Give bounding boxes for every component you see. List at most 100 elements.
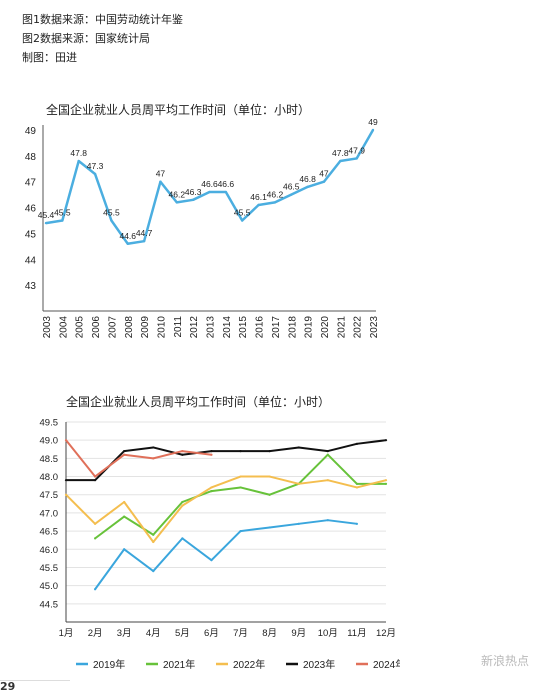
source-note-2: 图2数据来源：国家统计局 xyxy=(22,32,150,45)
chart2-point-3-7 xyxy=(268,449,271,453)
chart2-point-2-3 xyxy=(152,540,155,544)
chart1-data-label-2: 47.8 xyxy=(70,148,87,158)
chart2-x-tick-3: 4月 xyxy=(146,628,161,639)
chart1-x-tick-15: 2018 xyxy=(287,316,298,339)
chart2-point-2-4 xyxy=(181,504,184,507)
chart1-data-label-10: 46.6 xyxy=(201,179,218,189)
chart1-x-tick-20: 2023 xyxy=(369,316,380,339)
chart2-point-2-10 xyxy=(355,486,359,489)
chart2-point-1-2 xyxy=(123,515,126,518)
chart2-point-1-7 xyxy=(268,493,271,496)
chart2-point-1-4 xyxy=(181,500,184,504)
chart2-point-3-2 xyxy=(123,449,126,453)
chart1-data-label-5: 44.6 xyxy=(119,231,136,241)
chart2-point-1-11 xyxy=(384,482,388,485)
chart1-x-tick-8: 2011 xyxy=(173,316,184,338)
chart2-y-tick-7: 46.0 xyxy=(40,545,59,556)
watermark-text: 新浪热点 xyxy=(480,654,529,668)
chart1-x-tick-16: 2019 xyxy=(304,316,315,339)
chart1-data-label-8: 46.2 xyxy=(169,189,186,199)
chart1-data-label-18: 47.8 xyxy=(332,148,349,158)
chart1-point-17 xyxy=(322,180,326,183)
chart2-point-3-10 xyxy=(355,442,359,445)
chart1-data-label-7: 47 xyxy=(156,169,166,179)
source-notes: 图1数据来源：中国劳动统计年鉴 图2数据来源：国家统计局 制图：田进 xyxy=(22,10,183,67)
chart2-x-tick-9: 10月 xyxy=(318,628,338,639)
chart1-data-label-3: 47.3 xyxy=(87,161,104,171)
chart2-legend-label-0: 2019年 xyxy=(93,658,125,671)
chart1-data-label-16: 46.8 xyxy=(299,174,316,184)
chart1-x-tick-19: 2022 xyxy=(353,316,364,339)
chart2-y-tick-3: 48.0 xyxy=(40,472,59,483)
chart1-point-14 xyxy=(273,201,277,204)
chart2-point-2-9 xyxy=(326,479,329,482)
chart2-x-tick-4: 5月 xyxy=(175,628,190,639)
chart2-point-2-11 xyxy=(384,479,388,482)
chart1-x-tick-2: 2005 xyxy=(75,316,86,339)
chart2-series-line-2022年 xyxy=(65,475,387,543)
chart1-x-tick-3: 2006 xyxy=(91,316,102,339)
chart2-series-line-2023年 xyxy=(66,439,387,482)
chart2-title: 全国企业就业人员周平均工作时间（单位：小时） xyxy=(66,394,330,409)
chart2-point-1-5 xyxy=(210,489,213,493)
chart2-series-line-2019年 xyxy=(94,519,358,590)
chart1-x-tick-9: 2012 xyxy=(189,316,200,339)
chart1-data-label-4: 45.5 xyxy=(103,208,120,218)
chart1-data-label-0: 45.4 xyxy=(38,210,55,220)
chart2-point-3-9 xyxy=(326,449,329,453)
chart1-point-3 xyxy=(93,172,97,176)
chart1-data-label-1: 45.5 xyxy=(54,208,71,218)
chart1-point-11 xyxy=(224,190,228,194)
chart2-x-tick-2: 3月 xyxy=(117,628,132,639)
chart1-point-6 xyxy=(142,239,146,243)
chart2-point-2-0 xyxy=(64,493,68,496)
chart2-x-tick-8: 9月 xyxy=(291,628,306,639)
chart1-point-9 xyxy=(191,198,195,202)
chart2-legend-label-2: 2022年 xyxy=(233,658,265,671)
chart2-point-0-4 xyxy=(181,537,184,540)
chart2-point-2-7 xyxy=(268,475,271,478)
chart1-point-1 xyxy=(61,219,64,222)
chart2-point-3-4 xyxy=(181,453,184,456)
chart2-point-1-10 xyxy=(355,482,359,485)
chart1-point-7 xyxy=(159,180,162,183)
annual-hours-chart: 全国企业就业人员周平均工作时间（单位：小时） 49 48 47 46 45 44 43 20… xyxy=(25,102,380,339)
chart1-point-19 xyxy=(355,157,358,160)
chart1-data-label-13: 46.1 xyxy=(250,192,267,202)
chart1-data-label-17: 47 xyxy=(319,169,329,179)
chart2-point-3-8 xyxy=(297,446,300,449)
chart1-y-tick-1: 48 xyxy=(25,152,37,163)
chart2-series-line-2021年 xyxy=(94,453,386,540)
chart1-y-tick-6: 43 xyxy=(25,281,37,292)
chart2-point-1-1 xyxy=(93,537,97,540)
chart2-legend-label-3: 2023年 xyxy=(303,658,335,671)
chart2-point-0-8 xyxy=(297,522,300,525)
chart2-x-tick-1: 2月 xyxy=(88,628,103,639)
chart2-y-tick-8: 45.5 xyxy=(40,563,59,574)
chart1-point-5 xyxy=(126,242,129,245)
chart1-point-4 xyxy=(110,219,113,222)
chart1-x-tick-18: 2021 xyxy=(336,316,347,339)
chart2-legend-label-4: 2024年 xyxy=(373,658,400,671)
chart1-data-label-12: 45.5 xyxy=(234,208,251,218)
chart1-x-tick-10: 2013 xyxy=(206,316,217,339)
chart2-point-2-5 xyxy=(210,486,213,489)
chart1-point-16 xyxy=(306,185,309,189)
chart1-y-tick-4: 45 xyxy=(25,229,37,240)
chart2-point-0-6 xyxy=(239,529,242,533)
chart2-point-3-6 xyxy=(239,449,242,453)
chart1-point-10 xyxy=(208,190,211,194)
chart2-point-3-3 xyxy=(152,446,155,449)
chart2-point-1-9 xyxy=(326,453,329,456)
chart1-data-label-11: 46.6 xyxy=(218,179,235,189)
chart2-point-4-4 xyxy=(181,449,184,453)
chart2-point-4-3 xyxy=(152,457,155,460)
chart2-point-4-2 xyxy=(123,453,126,456)
chart1-data-label-14: 46.2 xyxy=(267,189,284,199)
chart2-point-3-5 xyxy=(210,449,213,453)
monthly-hours-chart: 全国企业就业人员周平均工作时间（单位：小时） 49.5 49.0 48.5 48.0 4… xyxy=(40,394,401,671)
chart2-point-4-0 xyxy=(64,439,68,442)
chart2-legend-label-1: 2021年 xyxy=(163,658,195,671)
page-number: 29 xyxy=(0,680,16,693)
footer-divider xyxy=(0,680,70,681)
